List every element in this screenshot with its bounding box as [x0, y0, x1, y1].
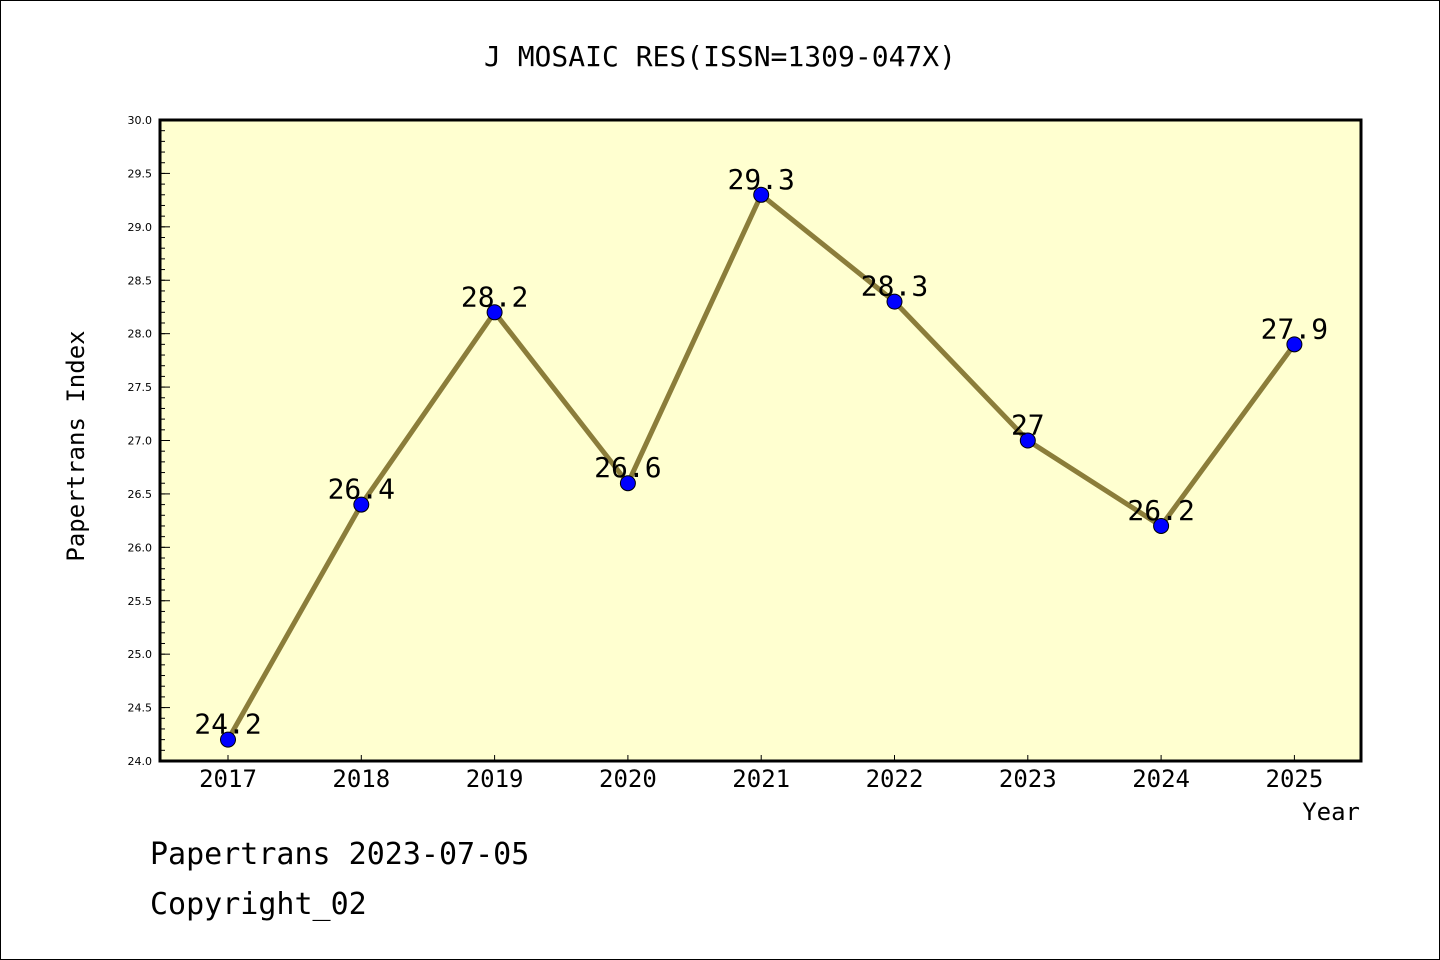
y-tick-label: 28.0 [128, 328, 153, 341]
y-axis-label: Papertrans Index [62, 330, 90, 561]
data-label: 26.4 [328, 473, 395, 506]
data-label: 26.2 [1127, 494, 1194, 527]
x-tick-label: 2023 [999, 765, 1057, 793]
data-label: 28.3 [861, 270, 928, 303]
y-tick-label: 25.0 [128, 648, 153, 661]
y-tick-label: 26.5 [128, 488, 153, 501]
chart-title: J MOSAIC RES(ISSN=1309-047X) [484, 40, 956, 73]
y-axis: 24.0 24.5 25.0 25.5 26.0 26.5 27.0 27.5 28.0 28.5… [128, 114, 170, 768]
data-point [886, 293, 903, 310]
y-tick-label: 26.0 [128, 541, 153, 554]
data-point [1153, 517, 1170, 534]
data-point [353, 496, 370, 513]
data-point [486, 304, 503, 321]
x-tick-label: 2020 [599, 765, 657, 793]
data-label: 28.2 [461, 280, 528, 313]
x-axis-label: Year [1302, 798, 1360, 826]
y-tick-label: 27.5 [128, 381, 153, 394]
data-label: 24.2 [194, 708, 261, 741]
data-point [1019, 432, 1036, 449]
y-tick-label: 25.5 [128, 595, 153, 608]
x-tick-label: 2021 [732, 765, 790, 793]
data-label: 26.6 [594, 451, 661, 484]
y-tick-label: 27.0 [128, 435, 153, 448]
data-label: 27 [1011, 409, 1045, 442]
y-tick-label: 30.0 [128, 114, 153, 127]
data-point [220, 731, 236, 748]
y-tick-label: 24.5 [128, 702, 153, 715]
footer-date: Papertrans 2023-07-05 [150, 837, 529, 872]
x-tick-label: 2017 [199, 765, 257, 793]
x-tick-label: 2019 [466, 765, 524, 793]
x-axis: 2017 2018 2019 2020 2021 2022 2023 2024 2025 [199, 755, 1323, 793]
y-tick-label: 28.5 [128, 274, 153, 287]
data-point [619, 475, 636, 492]
data-point [753, 186, 770, 203]
footer-copyright: Copyright_02 [150, 887, 367, 922]
x-tick-label: 2018 [332, 765, 390, 793]
series-markers [220, 186, 1303, 748]
data-labels: 24.2 26.4 28.2 26.6 29.3 28.3 27 26.2 27.9 [194, 163, 1328, 741]
data-label: 27.9 [1261, 312, 1328, 345]
y-tick-label: 29.5 [128, 167, 153, 180]
x-tick-label: 2022 [866, 765, 924, 793]
x-tick-label: 2024 [1132, 765, 1190, 793]
plot-area [158, 118, 1363, 763]
data-point [1286, 336, 1303, 353]
y-tick-label: 24.0 [128, 755, 153, 768]
x-tick-label: 2025 [1266, 765, 1324, 793]
data-label: 29.3 [727, 163, 794, 196]
y-tick-label: 29.0 [128, 221, 153, 234]
